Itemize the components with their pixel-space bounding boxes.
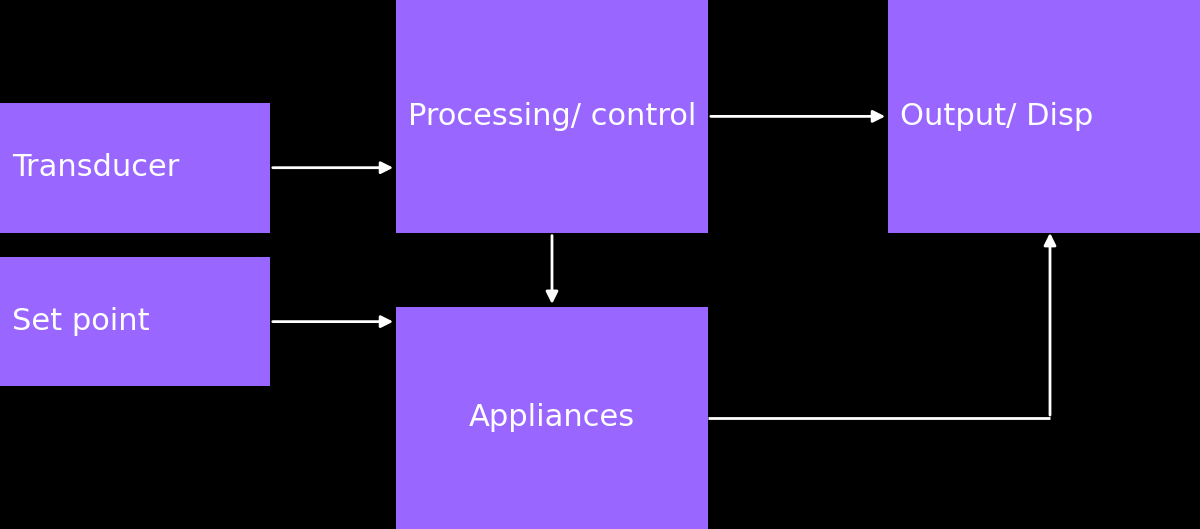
Text: Appliances: Appliances: [469, 404, 635, 432]
Bar: [888, 0, 1200, 233]
Bar: [396, 307, 708, 529]
Text: Transducer: Transducer: [12, 153, 179, 183]
Text: Set point: Set point: [12, 307, 150, 336]
Bar: [0, 257, 270, 386]
Bar: [396, 0, 708, 233]
Text: Output/ Disp: Output/ Disp: [900, 102, 1093, 131]
Text: Processing/ control: Processing/ control: [408, 102, 696, 131]
Bar: [0, 103, 270, 233]
